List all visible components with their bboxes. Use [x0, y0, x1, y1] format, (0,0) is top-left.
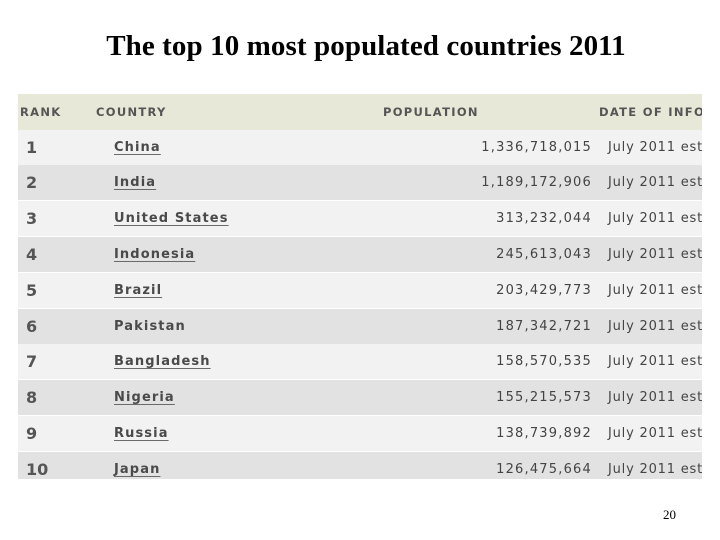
population-table: RANK COUNTRY POPULATION DATE OF INFO 1 C… — [18, 94, 702, 479]
rank-cell: 2 — [26, 173, 38, 192]
rank-cell: 3 — [26, 209, 38, 228]
rank-cell: 9 — [26, 424, 38, 443]
date-cell: July 2011 est. — [608, 426, 702, 441]
country-link[interactable]: India — [114, 175, 157, 190]
table-row: 8 Nigeria 155,215,573 July 2011 est. — [18, 380, 702, 415]
table-row: 3 United States 313,232,044 July 2011 es… — [18, 201, 702, 236]
population-cell: 155,215,573 — [496, 390, 592, 405]
rank-cell: 8 — [26, 388, 38, 407]
country-link[interactable]: Indonesia — [114, 247, 196, 262]
rank-cell: 7 — [26, 352, 38, 371]
country-link[interactable]: Bangladesh — [114, 354, 211, 369]
population-cell: 187,342,721 — [496, 319, 592, 334]
date-cell: July 2011 est. — [608, 247, 702, 262]
rank-cell: 10 — [26, 460, 49, 479]
table-header-row: RANK COUNTRY POPULATION DATE OF INFO — [18, 94, 702, 130]
country-link[interactable]: Russia — [114, 426, 169, 441]
population-cell: 203,429,773 — [496, 283, 592, 298]
table-row: 1 China 1,336,718,015 July 2011 est. — [18, 130, 702, 165]
table-row: 7 Bangladesh 158,570,535 July 2011 est. — [18, 344, 702, 379]
date-cell: July 2011 est. — [608, 211, 702, 226]
country-link[interactable]: United States — [114, 211, 229, 226]
population-cell: 245,613,043 — [496, 247, 592, 262]
rank-cell: 5 — [26, 281, 38, 300]
table-row: 9 Russia 138,739,892 July 2011 est. — [18, 416, 702, 451]
table-row: 2 India 1,189,172,906 July 2011 est. — [18, 165, 702, 200]
table-row: 4 Indonesia 245,613,043 July 2011 est. — [18, 237, 702, 272]
slide-title: The top 10 most populated countries 2011 — [106, 30, 626, 62]
population-cell: 138,739,892 — [496, 426, 592, 441]
rank-cell: 6 — [26, 317, 38, 336]
population-cell: 126,475,664 — [496, 462, 592, 477]
population-cell: 1,189,172,906 — [481, 175, 592, 190]
country-cell: Pakistan — [114, 319, 186, 334]
population-cell: 158,570,535 — [496, 354, 592, 369]
date-cell: July 2011 est. — [608, 140, 702, 155]
date-cell: July 2011 est. — [608, 283, 702, 298]
column-header-rank[interactable]: RANK — [20, 105, 62, 119]
table-row: 5 Brazil 203,429,773 July 2011 est. — [18, 273, 702, 308]
date-cell: July 2011 est. — [608, 319, 702, 334]
column-header-date-of-info[interactable]: DATE OF INFO — [599, 105, 702, 119]
column-header-country[interactable]: COUNTRY — [96, 105, 167, 119]
country-link[interactable]: China — [114, 140, 161, 155]
table-row: 6 Pakistan 187,342,721 July 2011 est. — [18, 309, 702, 344]
date-cell: July 2011 est. — [608, 175, 702, 190]
date-cell: July 2011 est. — [608, 390, 702, 405]
population-cell: 1,336,718,015 — [481, 140, 592, 155]
column-header-population[interactable]: POPULATION — [383, 105, 479, 119]
page-number: 20 — [663, 507, 676, 522]
date-cell: July 2011 est. — [608, 354, 702, 369]
country-link[interactable]: Nigeria — [114, 390, 175, 405]
country-link[interactable]: Brazil — [114, 283, 163, 298]
rank-cell: 1 — [26, 138, 38, 157]
country-link[interactable]: Japan — [114, 462, 161, 477]
rank-cell: 4 — [26, 245, 38, 264]
population-cell: 313,232,044 — [496, 211, 592, 226]
date-cell: July 2011 est. — [608, 462, 702, 477]
table-row: 10 Japan 126,475,664 July 2011 est. — [18, 452, 702, 479]
